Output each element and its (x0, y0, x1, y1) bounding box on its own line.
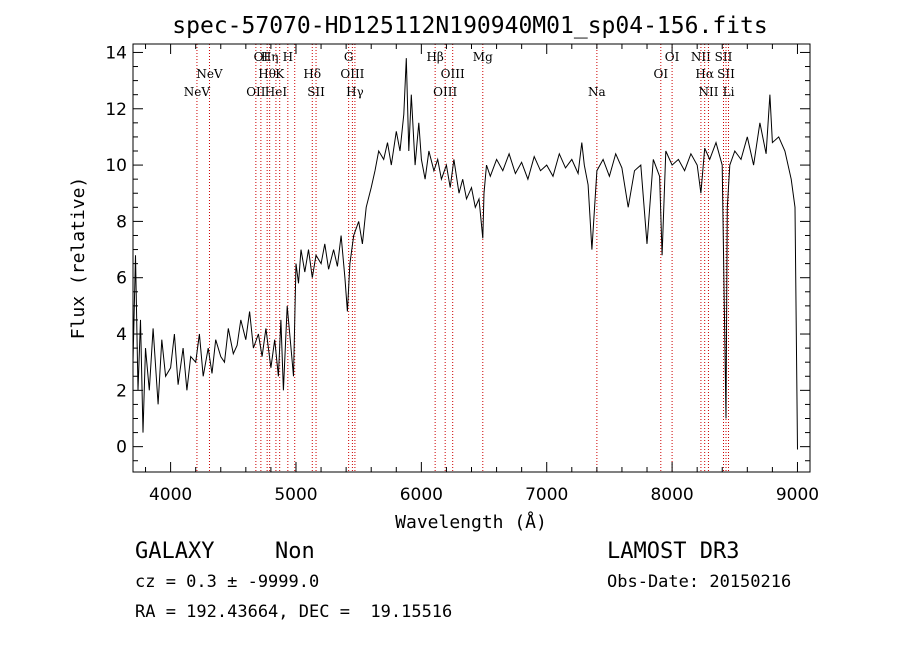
line-marker-label: OI (254, 50, 269, 64)
line-marker-label: NII (691, 50, 711, 64)
line-marker-label: Hα (695, 67, 714, 81)
x-axis-ticks: 4000 5000 6000 7000 8000 9000 (145, 44, 819, 505)
y-tick-label: 2 (116, 381, 127, 401)
line-marker-label: Hγ (346, 85, 364, 99)
x-tick-label: 9000 (776, 485, 819, 505)
line-marker-label: OII (246, 85, 266, 99)
y-tick-label: 6 (116, 269, 127, 289)
survey-name: LAMOST DR3 (607, 539, 740, 564)
line-marker-label: NII (698, 85, 718, 99)
y-tick-label: 8 (116, 212, 127, 232)
y-axis-ticks: 0 2 4 6 8 10 12 14 (105, 43, 810, 462)
line-marker-label: SII (307, 85, 325, 99)
y-axis-label: Flux (relative) (68, 177, 89, 340)
line-marker-label: OI (665, 50, 680, 64)
line-marker-label: SII (715, 50, 733, 64)
line-marker-label: Hθ (258, 67, 276, 81)
x-axis-label: Wavelength (Å) (395, 511, 547, 533)
x-tick-label: 5000 (274, 485, 317, 505)
line-marker-label: K (275, 67, 285, 81)
line-marker-label: Hδ (303, 67, 321, 81)
object-class: GALAXY (135, 539, 215, 564)
line-marker-label: Hη (261, 50, 279, 64)
line-marker-label: SII (717, 67, 735, 81)
line-marker-label: Hβ (426, 50, 443, 64)
line-marker-label: H (283, 50, 293, 64)
object-subclass: Non (275, 539, 315, 564)
redshift-value: cz = 0.3 ± -9999.0 (135, 572, 320, 592)
line-marker-label: NeV (184, 85, 211, 99)
line-marker-label: HeI (265, 85, 288, 99)
y-tick-label: 14 (105, 43, 127, 63)
y-tick-label: 4 (116, 325, 127, 345)
chart-title: spec-57070-HD125112N190940M01_sp04-156.f… (172, 13, 767, 39)
line-marker-label: OIII (433, 85, 457, 99)
line-marker-label: OIII (441, 67, 465, 81)
x-tick-label: 7000 (525, 485, 568, 505)
x-tick-label: 8000 (650, 485, 693, 505)
line-marker-label: OI (654, 67, 669, 81)
observation-date: Obs-Date: 20150216 (607, 572, 792, 592)
line-marker-label: G (344, 50, 354, 64)
x-tick-label: 4000 (149, 485, 192, 505)
line-marker-label: Mg (473, 50, 493, 64)
x-tick-label: 6000 (400, 485, 443, 505)
emission-line-markers: NeV NeV OII OI Hθ Hη HeI KH Hδ SII G OIII Hγ Hβ OIII OI… (184, 44, 735, 472)
line-marker-label: Li (723, 85, 735, 99)
y-tick-label: 12 (105, 100, 127, 120)
y-tick-label: 0 (116, 438, 127, 458)
y-tick-label: 10 (105, 156, 127, 176)
line-marker-label: OIII (340, 67, 364, 81)
line-marker-label: Na (588, 85, 606, 99)
line-marker-label: NeV (196, 67, 223, 81)
coordinates: RA = 192.43664, DEC = 19.15516 (135, 602, 453, 622)
spectrum-line (132, 58, 798, 450)
